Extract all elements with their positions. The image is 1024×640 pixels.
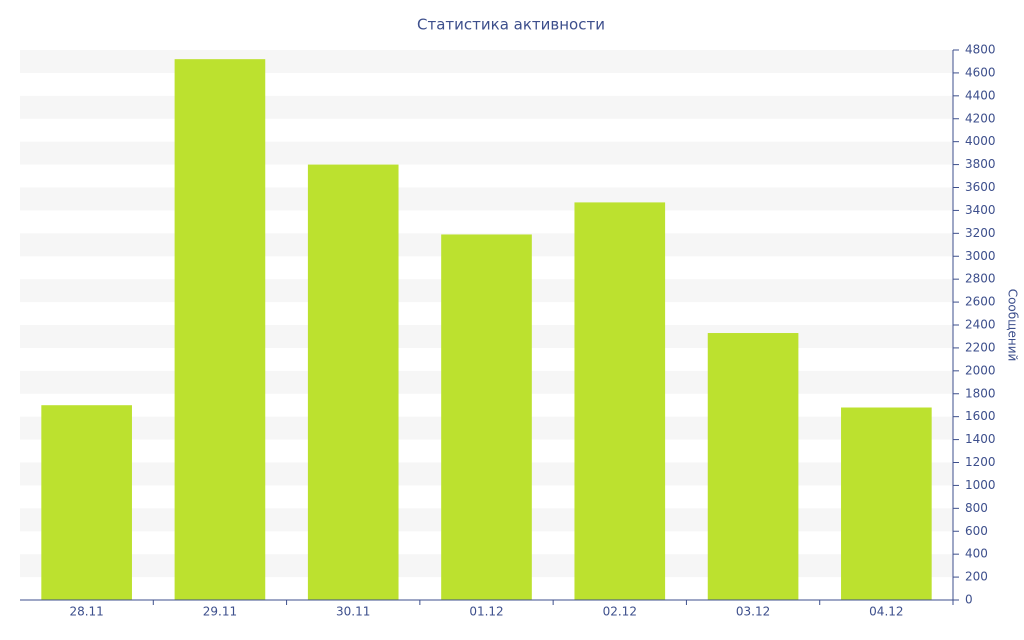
y-tick-label: 800 xyxy=(965,501,988,515)
y-tick-label: 200 xyxy=(965,570,988,584)
y-tick-label: 3400 xyxy=(965,203,996,217)
y-tick-label: 2800 xyxy=(965,272,996,286)
x-tick-label: 02.12 xyxy=(603,605,637,619)
bar xyxy=(174,59,266,600)
y-tick-label: 4600 xyxy=(965,65,996,79)
bar xyxy=(707,333,799,600)
y-tick-label: 2200 xyxy=(965,340,996,354)
y-tick-label: 0 xyxy=(965,593,973,607)
x-tick-label: 28.11 xyxy=(69,605,103,619)
bar xyxy=(841,407,932,600)
bar xyxy=(441,234,532,600)
y-tick-label: 3800 xyxy=(965,157,996,171)
y-tick-label: 1600 xyxy=(965,409,996,423)
y-tick-label: 400 xyxy=(965,547,988,561)
y-tick-label: 4400 xyxy=(965,88,996,102)
y-tick-label: 1400 xyxy=(965,432,996,446)
x-tick-label: 29.11 xyxy=(203,605,237,619)
y-tick-label: 2400 xyxy=(965,318,996,332)
y-tick-label: 1200 xyxy=(965,455,996,469)
bar xyxy=(307,164,399,601)
bar xyxy=(41,405,132,600)
grid-band xyxy=(20,95,953,119)
y-tick-label: 1000 xyxy=(965,478,996,492)
y-tick-label: 3200 xyxy=(965,226,996,240)
x-tick-label: 04.12 xyxy=(869,605,903,619)
x-tick-label: 03.12 xyxy=(736,605,770,619)
chart-title: Статистика активности xyxy=(417,16,605,34)
y-tick-label: 2000 xyxy=(965,363,996,377)
x-tick-label: 30.11 xyxy=(336,605,370,619)
y-tick-label: 3600 xyxy=(965,180,996,194)
y-tick-label: 1800 xyxy=(965,386,996,400)
grid-band xyxy=(20,187,953,211)
grid-band xyxy=(20,50,953,73)
y-tick-label: 4000 xyxy=(965,134,996,148)
y-tick-label: 4800 xyxy=(965,43,996,57)
x-tick-label: 01.12 xyxy=(469,605,503,619)
grid-band xyxy=(20,141,953,165)
y-tick-label: 600 xyxy=(965,524,988,538)
y-tick-label: 4200 xyxy=(965,111,996,125)
y-tick-label: 2600 xyxy=(965,295,996,309)
bar xyxy=(574,202,666,601)
y-axis-label: Сообщений xyxy=(1006,289,1020,362)
y-tick-label: 3000 xyxy=(965,249,996,263)
